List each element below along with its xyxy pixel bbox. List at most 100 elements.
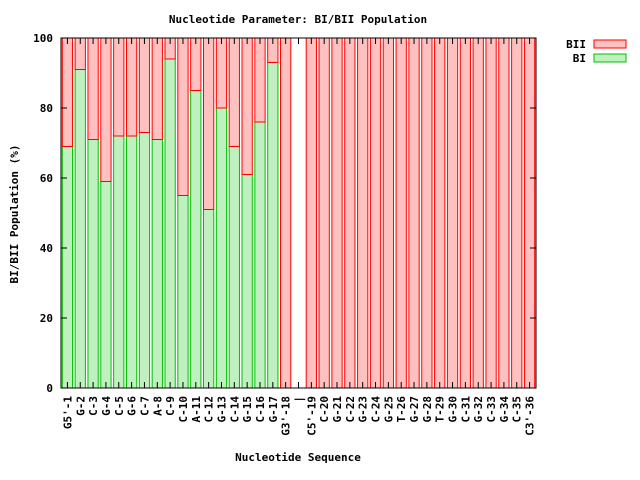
bar-bii-14 [228,37,240,147]
legend-label-bii: BII [566,38,586,51]
bar-bi-4 [100,181,112,389]
bar-bii-4 [100,37,112,182]
bar-bii-25 [369,37,382,389]
x-axis-ticks: G5'-1 G-2 C-3 G-4 C-5 G-6 C-7 A-8 C-9 C-10 A-11 C-1… [61,38,537,436]
x-tick-label: C-20 [318,396,331,423]
legend-swatch-bi [593,53,627,63]
bar-bii-23 [344,37,356,389]
bar-bi-11 [190,90,202,389]
bars-layer [61,37,536,389]
x-tick-label: C-31 [459,396,472,423]
bar-bii-30 [434,37,446,389]
x-tick-label: G-30 [447,396,460,423]
bar-bi-1 [61,146,74,389]
x-tick-label: C-3 [87,396,100,416]
x-tick-label: G-2 [74,396,87,416]
x-axis-label: Nucleotide Sequence [235,451,361,464]
bar-bi-10 [177,195,189,389]
x-tick-label: C-16 [254,396,267,423]
bar-bii-37 [523,37,536,389]
x-tick-label: C-24 [370,396,383,423]
bar-bii-22 [331,37,343,389]
bar-bi-17 [267,62,279,389]
y-axis-label: BI/BII Population (%) [8,144,21,283]
bar-bii-27 [395,37,407,389]
x-tick-label: G-28 [421,396,434,423]
x-tick-label: C-33 [485,396,498,423]
bar-bi-7 [138,132,151,389]
x-tick-label: C-7 [138,396,151,416]
bar-bi-9 [164,58,176,389]
bar-bi-16 [254,121,266,389]
bar-bi-8 [151,139,163,389]
y-tick-label: 100 [33,32,53,45]
x-tick-label: A-8 [151,396,164,416]
bar-bii-34 [485,37,497,389]
x-tick-label: G5'-1 [61,396,74,429]
x-tick-label: G-25 [382,396,395,423]
bar-bii-8 [151,37,163,140]
y-tick-label: 80 [40,102,53,115]
bar-bi-5 [113,135,125,389]
bar-bi-2 [74,69,86,389]
bar-bii-24 [357,37,369,389]
bar-bii-13 [215,37,228,109]
bar-bi-14 [228,146,240,389]
x-tick-label: G-34 [498,396,511,423]
bar-bii-10 [177,37,189,196]
bar-bii-35 [498,37,510,389]
x-tick-label: C-9 [164,396,177,416]
bar-bi-3 [87,139,99,389]
x-tick-label: A-11 [190,396,203,423]
x-tick-label: G-4 [100,396,113,416]
legend-label-bi: BI [573,52,586,65]
x-tick-label: G-21 [331,396,344,423]
bar-bi-12 [203,209,215,389]
x-tick-label: G-23 [357,396,370,423]
bar-bii-28 [408,37,420,389]
x-tick-label: G3'-18 [280,396,293,436]
y-tick-label: 60 [40,172,53,185]
x-tick-label: C-12 [203,396,216,423]
x-tick-label: G-32 [472,396,485,423]
bar-bii-18 [280,37,292,389]
x-tick-label: C5'-19 [305,396,318,436]
x-tick-label: G-27 [408,396,421,423]
bar-bi-6 [125,135,138,389]
x-tick-label: C3'-36 [524,396,537,436]
chart-title: Nucleotide Parameter: BI/BII Population [169,13,427,26]
x-tick-label: G-6 [126,396,139,416]
bar-bii-3 [87,37,99,140]
bar-bii-7 [138,37,151,133]
bar-bii-26 [382,37,395,389]
y-tick-label: 20 [40,312,53,325]
x-tick-label: T-29 [434,396,447,423]
x-tick-label: | [293,396,306,403]
y-tick-label: 0 [46,382,53,395]
bar-bii-15 [241,37,253,175]
bar-bii-32 [459,37,472,389]
bar-bii-29 [421,37,433,389]
bar-bii-6 [125,37,138,137]
bar-bi-13 [215,107,228,389]
bar-bii-12 [203,37,215,210]
x-tick-label: G-13 [215,396,228,423]
y-tick-label: 40 [40,242,53,255]
x-tick-label: C-5 [113,396,126,416]
y-axis-ticks: 0 20 40 60 80 100 [33,32,536,395]
legend-swatch-bii [593,39,627,49]
x-tick-label: C-35 [511,396,524,423]
bar-bii-31 [446,37,459,389]
x-tick-label: C-22 [344,396,357,423]
bar-bii-1 [61,37,74,147]
x-tick-label: C-14 [228,396,241,423]
x-tick-label: T-26 [395,396,408,423]
bar-bii-36 [511,37,523,389]
bar-bi-15 [241,174,253,389]
bar-bii-11 [190,37,202,91]
bar-bii-33 [472,37,484,389]
x-tick-label: C-10 [177,396,190,423]
bar-bii-16 [254,37,266,123]
